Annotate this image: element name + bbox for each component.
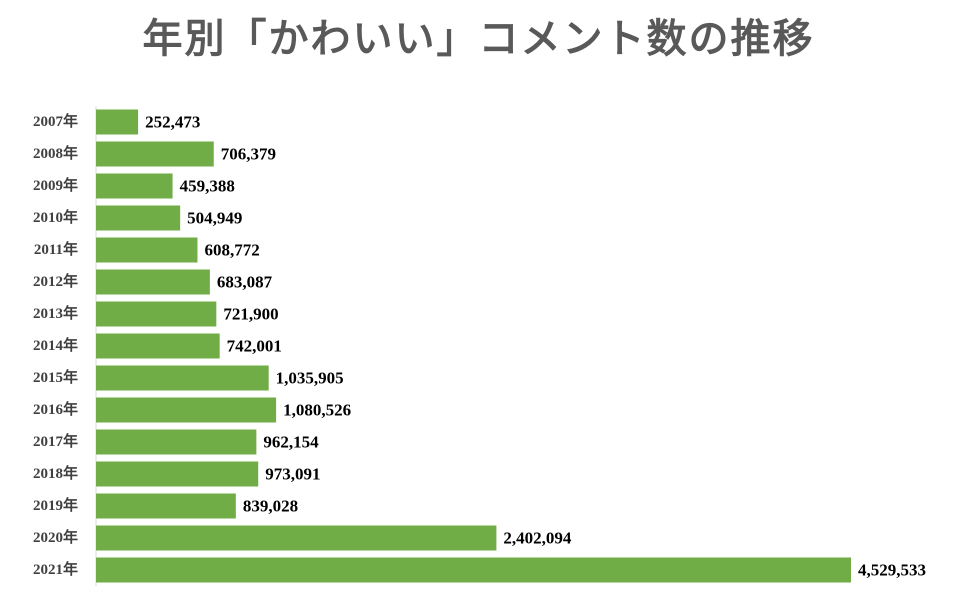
- category-label-0: 2007年: [33, 112, 78, 130]
- value-label-4: 608,772: [204, 241, 259, 260]
- bar-4: [96, 237, 198, 263]
- category-label-8: 2015年: [33, 368, 78, 386]
- bars-group: [96, 109, 851, 583]
- category-label-4: 2011年: [34, 240, 78, 258]
- bar-5: [96, 269, 210, 295]
- category-labels-group: 2007年 2008年 2009年 2010年 2011年 2012年 2013年 2014年…: [33, 112, 78, 578]
- bar-7: [96, 333, 220, 359]
- bar-12: [96, 493, 236, 519]
- bar-0: [96, 109, 139, 135]
- category-label-14: 2021年: [33, 560, 78, 578]
- bar-6: [96, 301, 217, 327]
- category-label-10: 2017年: [33, 432, 78, 450]
- chart-title: 年別「かわいい」コメント数の推移: [142, 16, 815, 62]
- category-label-2: 2009年: [33, 176, 78, 194]
- value-label-7: 742,001: [227, 337, 282, 356]
- category-label-12: 2019年: [33, 496, 78, 514]
- value-label-6: 721,900: [223, 305, 278, 324]
- value-label-1: 706,379: [221, 145, 276, 164]
- value-label-9: 1,080,526: [283, 401, 351, 420]
- bar-11: [96, 461, 259, 487]
- category-label-5: 2012年: [33, 272, 78, 290]
- value-label-11: 973,091: [265, 465, 320, 484]
- value-label-12: 839,028: [243, 497, 298, 516]
- bar-3: [96, 205, 181, 231]
- category-label-1: 2008年: [33, 144, 78, 162]
- value-label-5: 683,087: [217, 273, 273, 292]
- category-label-7: 2014年: [33, 336, 78, 354]
- bar-13: [96, 525, 497, 551]
- value-label-0: 252,473: [145, 113, 200, 132]
- bar-10: [96, 429, 257, 455]
- value-labels-group: 252,473 706,379 459,388 504,949 608,772 683,0…: [145, 113, 926, 580]
- value-label-10: 962,154: [263, 433, 319, 452]
- bar-14: [96, 557, 851, 583]
- value-label-3: 504,949: [187, 209, 242, 228]
- category-label-6: 2013年: [33, 304, 78, 322]
- category-label-3: 2010年: [33, 208, 78, 226]
- category-label-9: 2016年: [33, 400, 78, 418]
- value-label-2: 459,388: [180, 177, 235, 196]
- value-label-13: 2,402,094: [503, 529, 571, 548]
- bar-2: [96, 173, 173, 199]
- bar-8: [96, 365, 269, 391]
- category-label-13: 2020年: [33, 528, 78, 546]
- bar-9: [96, 397, 277, 423]
- value-label-14: 4,529,533: [858, 561, 926, 580]
- category-label-11: 2018年: [33, 464, 78, 482]
- bar-1: [96, 141, 214, 167]
- value-label-8: 1,035,905: [276, 369, 344, 388]
